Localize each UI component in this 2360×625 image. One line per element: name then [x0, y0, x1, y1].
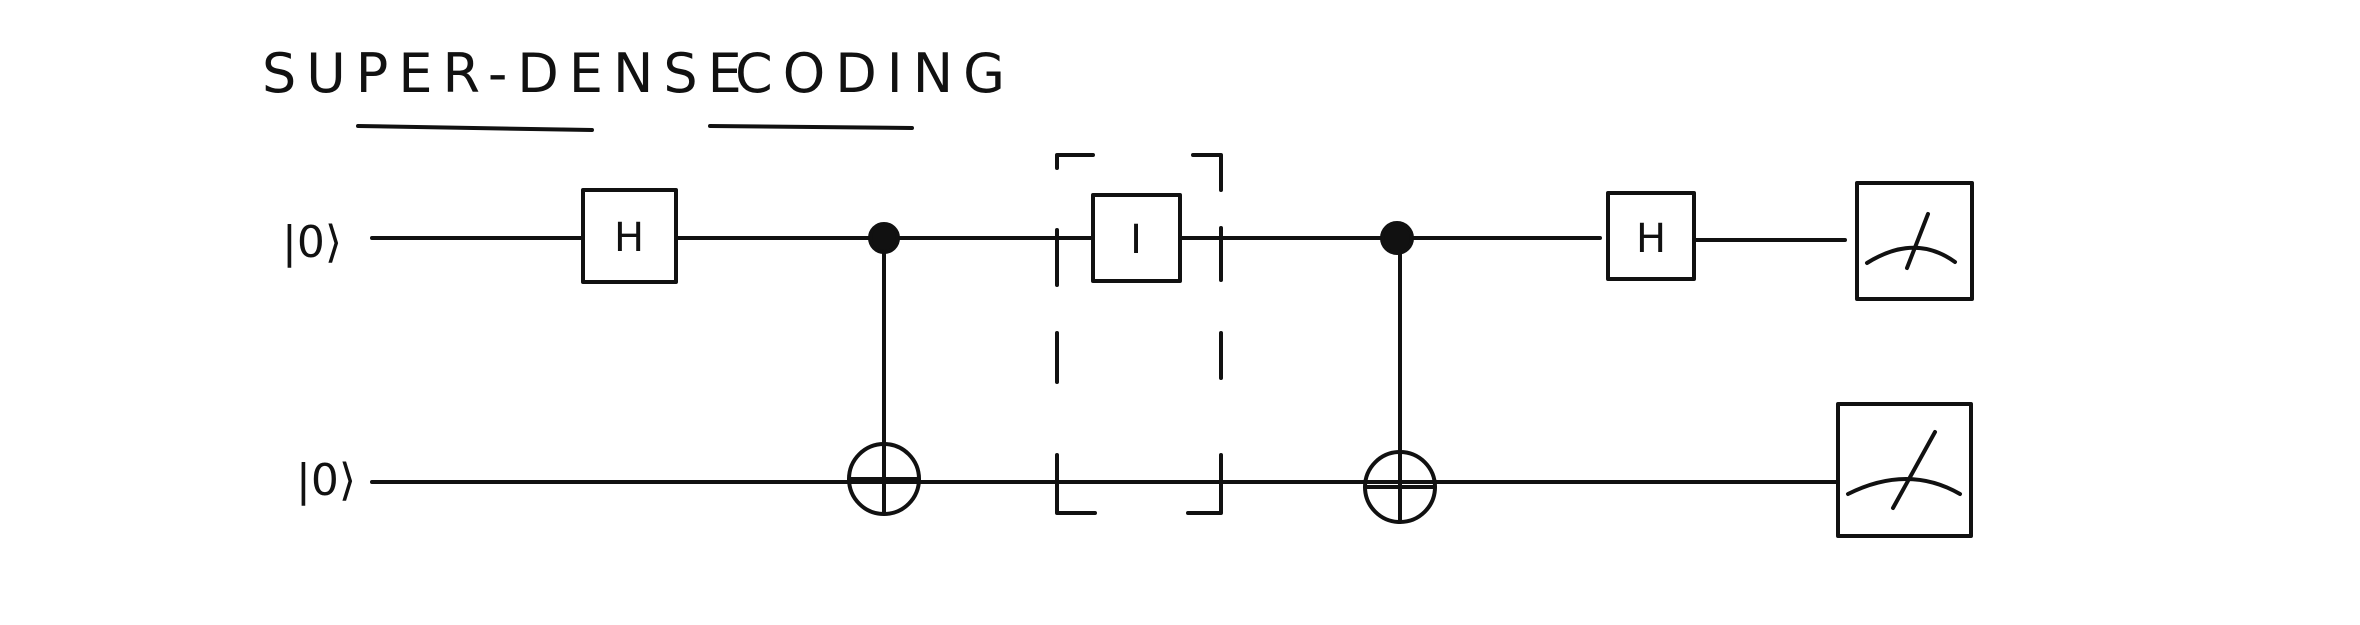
- measurement-1-meter-icon: [1855, 181, 1974, 301]
- h-gate-2-label: H: [1636, 216, 1666, 262]
- title-underline-1: [356, 124, 594, 132]
- measurement-2-meter-icon: [1836, 402, 1973, 538]
- identity-gate: [1091, 193, 1182, 283]
- h-gate-1-label: H: [614, 215, 644, 261]
- measurement-2-arc: [1846, 477, 1962, 496]
- qubit-1-label: |0⟩: [296, 455, 356, 506]
- qubit-0-label: |0⟩: [282, 217, 342, 268]
- identity-box-dashed-frame: [1055, 153, 1095, 170]
- cnot-2-control-dot: [1380, 221, 1414, 255]
- h-gate-1: [581, 188, 678, 284]
- identity-box-dashed-frame: [1191, 153, 1223, 192]
- title-coding: CODING: [735, 42, 1015, 105]
- cnot-1-control-dot: [868, 222, 900, 254]
- identity-box-dashed-frame: [1186, 453, 1223, 515]
- title-underline-2: [708, 124, 914, 130]
- measurement-2-needle: [1891, 430, 1937, 510]
- title-super-dense: SUPER-DENSE: [262, 42, 752, 105]
- measurement-1-needle: [1905, 212, 1930, 270]
- h-gate-2: [1606, 191, 1696, 281]
- identity-box-dashed-frame: [1055, 453, 1097, 515]
- identity-gate-label: I: [1130, 217, 1142, 263]
